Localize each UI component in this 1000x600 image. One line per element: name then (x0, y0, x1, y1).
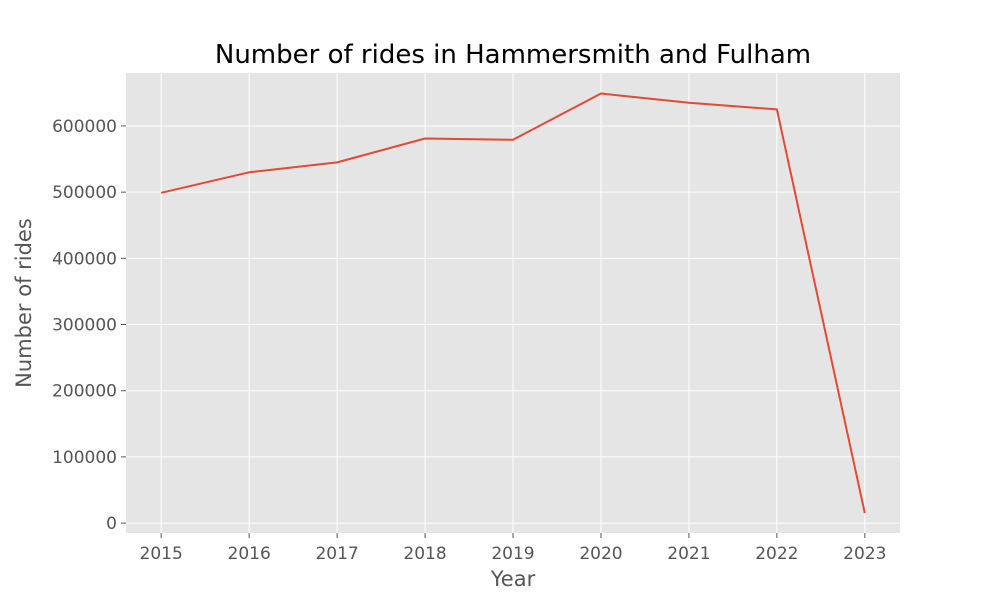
x-tick-label: 2015 (140, 544, 183, 564)
y-tick-label: 0 (106, 514, 117, 534)
y-axis-label: Number of rides (12, 218, 36, 388)
x-tick-label: 2017 (315, 544, 358, 564)
grid (126, 73, 900, 533)
x-tick-label: 2020 (579, 544, 622, 564)
y-tick-label: 500000 (52, 183, 117, 203)
y-tick-label: 100000 (52, 448, 117, 468)
y-tick-label: 300000 (52, 316, 117, 336)
y-tick-label: 200000 (52, 382, 117, 402)
x-tick-label: 2016 (228, 544, 271, 564)
x-tick-label: 2022 (755, 544, 798, 564)
series-layer (160, 92, 866, 514)
axis-ticks: 2015 2016 2017 2018 2019 2020 2021 2022 2023 0 100… (52, 117, 886, 564)
x-tick-label: 2019 (491, 544, 534, 564)
series-line (160, 92, 866, 514)
y-tick-label: 400000 (52, 249, 117, 269)
chart-title: Number of rides in Hammersmith and Fulha… (215, 40, 811, 70)
x-axis-label: Year (490, 567, 536, 591)
x-tick-label: 2021 (667, 544, 710, 564)
x-tick-label: 2018 (403, 544, 446, 564)
x-tick-label: 2023 (843, 544, 886, 564)
y-tick-label: 600000 (52, 117, 117, 137)
